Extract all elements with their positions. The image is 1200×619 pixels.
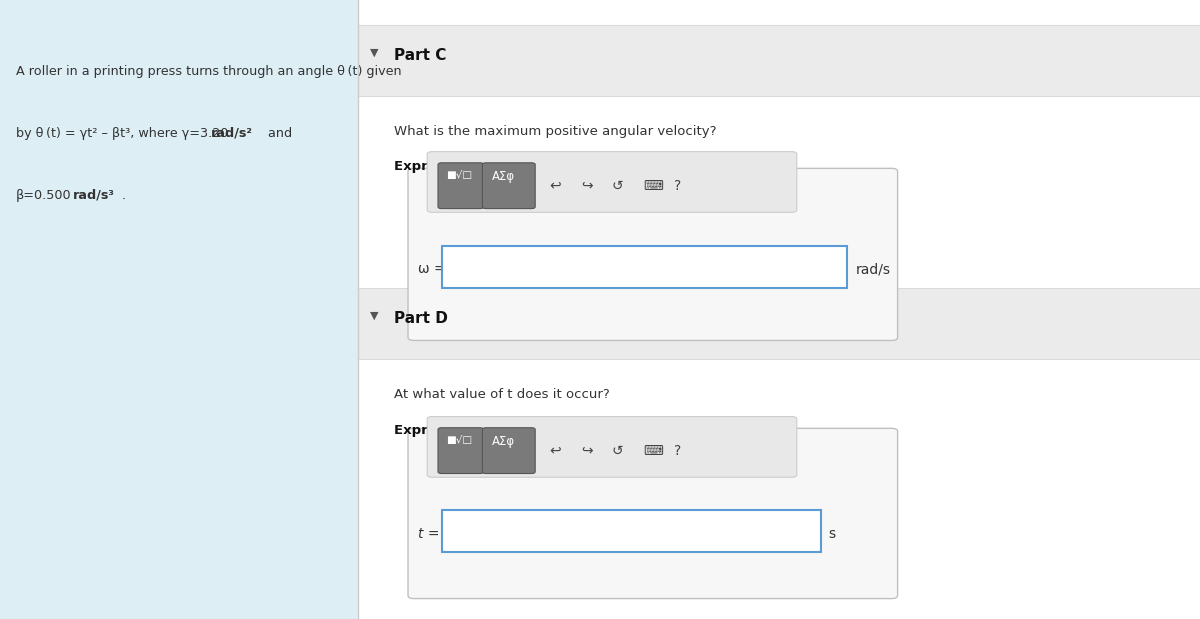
- Text: ↺: ↺: [612, 444, 624, 457]
- Text: ⌨: ⌨: [643, 444, 664, 457]
- Text: rad/s: rad/s: [856, 262, 890, 276]
- Text: ▼: ▼: [370, 311, 378, 321]
- Text: s: s: [828, 527, 835, 540]
- Text: ↪: ↪: [581, 179, 593, 193]
- Text: ▼: ▼: [370, 48, 378, 58]
- Text: and: and: [264, 127, 292, 140]
- Text: Express your answer in radians per second.: Express your answer in radians per secon…: [394, 160, 721, 173]
- Text: What is the maximum positive angular velocity?: What is the maximum positive angular vel…: [394, 125, 716, 138]
- Text: ■√□: ■√□: [446, 435, 473, 444]
- Text: by θ (t) = γt² – βt³, where γ=3.20: by θ (t) = γt² – βt³, where γ=3.20: [16, 127, 232, 140]
- Text: A roller in a printing press turns through an angle θ (t) given: A roller in a printing press turns throu…: [16, 65, 401, 78]
- Text: AΣφ: AΣφ: [492, 170, 515, 183]
- Text: ↪: ↪: [581, 444, 593, 457]
- Text: Express your answer in seconds.: Express your answer in seconds.: [394, 424, 638, 437]
- Text: At what value of t does it occur?: At what value of t does it occur?: [394, 388, 610, 401]
- Text: .: .: [121, 189, 125, 202]
- Text: ↺: ↺: [612, 179, 624, 193]
- Text: rad/s²: rad/s²: [211, 127, 253, 140]
- Text: ω =: ω =: [418, 262, 445, 276]
- Text: ↩: ↩: [550, 444, 562, 457]
- Text: Part C: Part C: [394, 48, 446, 63]
- Text: ⌨: ⌨: [643, 179, 664, 193]
- Text: Part D: Part D: [394, 311, 448, 326]
- Text: t =: t =: [418, 527, 439, 540]
- Text: ?: ?: [674, 444, 682, 457]
- Text: ?: ?: [674, 179, 682, 193]
- Text: ↩: ↩: [550, 179, 562, 193]
- Text: β=0.500: β=0.500: [16, 189, 71, 202]
- Text: ■√□: ■√□: [446, 170, 473, 180]
- Text: rad/s³: rad/s³: [73, 189, 115, 202]
- Text: AΣφ: AΣφ: [492, 435, 515, 448]
